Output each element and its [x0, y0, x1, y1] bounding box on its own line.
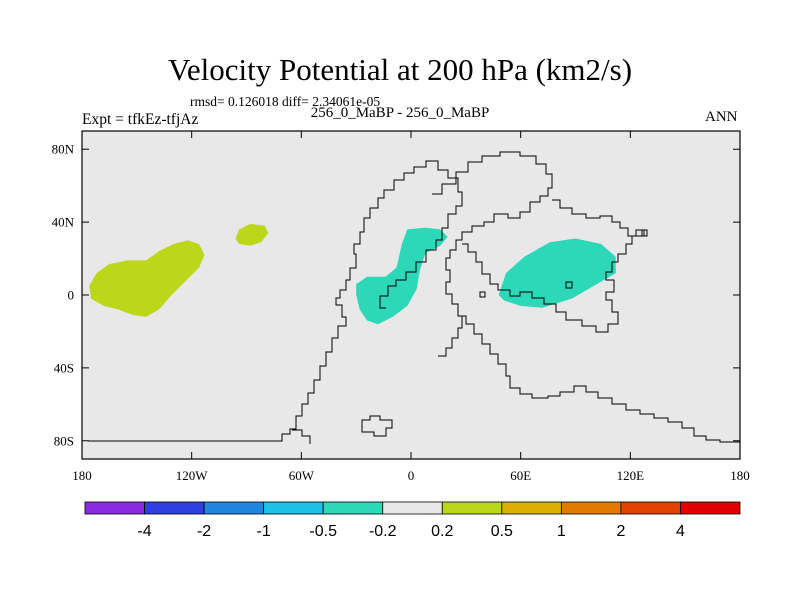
colorbar-swatch	[203, 501, 265, 515]
colorbar-label: -0.2	[369, 523, 397, 540]
colorbar-label: 2	[616, 523, 625, 540]
y-tick-label: 80S	[54, 433, 74, 448]
coastline-island-a	[479, 291, 486, 298]
colorbar-label: -4	[137, 523, 151, 540]
coastline-small-island	[292, 429, 311, 444]
x-tick-label: 180	[730, 468, 750, 483]
colorbar-label: 0.2	[431, 523, 453, 540]
colorbar-swatch	[144, 501, 205, 515]
positive-region-north-pacific	[235, 223, 269, 246]
colorbar-swatch	[382, 501, 443, 515]
y-tick-label: 80N	[52, 142, 75, 157]
y-tick-label: 40N	[52, 215, 75, 230]
positive-region-east-pacific	[89, 240, 205, 317]
colorbar-label: 4	[676, 523, 685, 540]
colorbar-swatch	[501, 501, 562, 515]
y-tick-label: 0	[68, 288, 75, 303]
colorbar-label: 1	[557, 523, 566, 540]
colorbar-swatch	[84, 501, 145, 515]
colorbar-swatch	[620, 501, 681, 515]
coastline-africa	[458, 315, 740, 443]
negative-region-indian-ocean	[498, 238, 616, 308]
season-label: ANN	[705, 109, 738, 125]
x-tick-label: 120E	[617, 468, 645, 483]
negative-region-atlantic	[356, 227, 448, 325]
coastline-eurasia	[462, 199, 645, 333]
experiment-label: Expt = tfkEz-tfjAz	[82, 111, 199, 128]
x-tick-label: 60E	[510, 468, 531, 483]
colorbar-label: 0.5	[491, 523, 513, 540]
coastline-island-b	[565, 281, 573, 289]
x-tick-label: 180	[72, 468, 92, 483]
x-tick-label: 0	[408, 468, 415, 483]
stats-text: rmsd= 0.126018 diff= 2.34061e-05	[190, 94, 381, 109]
colorbar-swatch	[322, 501, 384, 515]
colorbar-swatch	[441, 501, 503, 515]
coastline-antarctic-island	[361, 415, 393, 437]
colorbar-label: -2	[197, 523, 211, 540]
chart-title: Velocity Potential at 200 hPa (km2/s)	[167, 52, 633, 87]
colorbar-swatch	[680, 501, 741, 515]
colorbar-swatch	[560, 501, 622, 515]
x-tick-label: 120W	[176, 468, 209, 483]
colorbar-swatch	[263, 501, 324, 515]
coastline-greenland	[432, 151, 553, 357]
coastline-island-c	[641, 229, 648, 237]
coastline-americas	[88, 160, 463, 442]
colorbar-label: -0.5	[309, 523, 337, 540]
colorbar-label: -1	[257, 523, 271, 540]
x-tick-label: 60W	[289, 468, 315, 483]
y-tick-label: 40S	[54, 360, 74, 375]
case-label: 256_0_MaBP - 256_0_MaBP	[310, 105, 490, 121]
